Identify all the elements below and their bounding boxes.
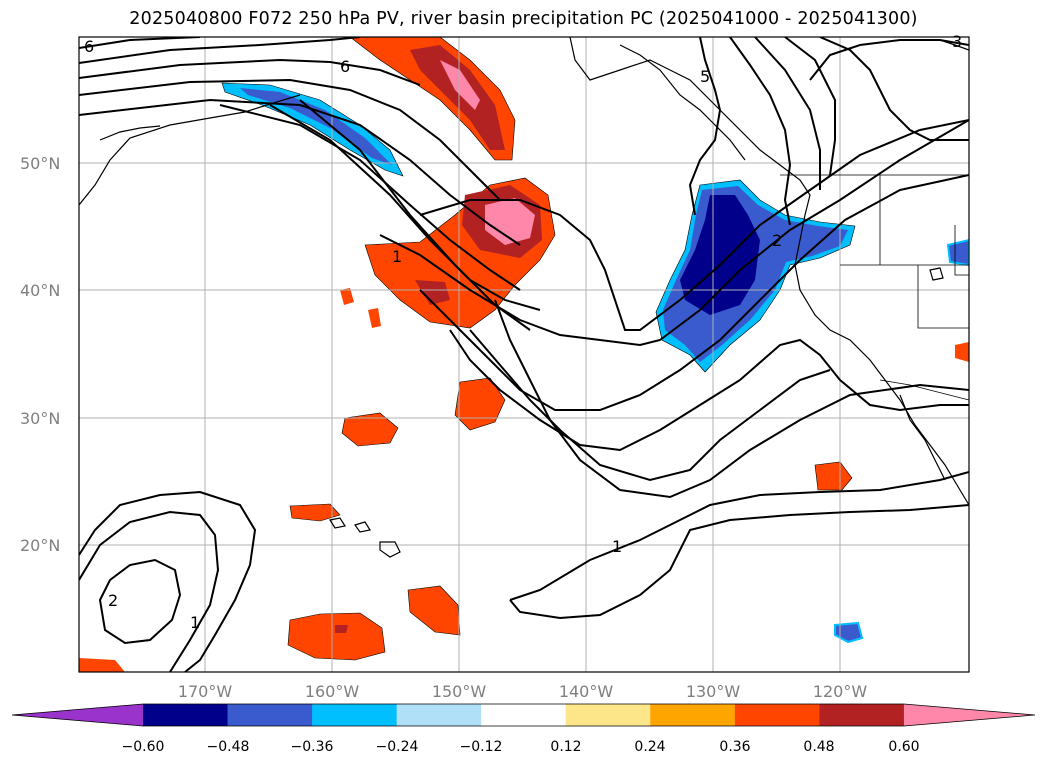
pv-contour-line bbox=[469, 329, 831, 482]
colorbar bbox=[11, 703, 1036, 727]
pv-contour-line bbox=[494, 299, 969, 499]
colorbar-tick-label: 0.12 bbox=[550, 739, 581, 755]
precip-positive-patch bbox=[289, 503, 341, 522]
coastlines bbox=[79, 37, 969, 558]
map-title: 2025040800 F072 250 hPa PV, river basin … bbox=[129, 9, 918, 29]
pv-contour-line bbox=[729, 37, 792, 226]
lon-label: 160°W bbox=[305, 682, 360, 701]
precip-positive-patch bbox=[440, 60, 480, 110]
colorbar-segment bbox=[650, 704, 736, 726]
contour-label: 2 bbox=[108, 591, 118, 610]
lat-label: 20°N bbox=[20, 536, 60, 555]
precip-positive-patch bbox=[79, 658, 125, 672]
colorbar-tick-label: −0.60 bbox=[122, 739, 165, 755]
colorbar-tick-label: −0.36 bbox=[291, 739, 334, 755]
plot-frame bbox=[78, 36, 970, 673]
colorbar-segment bbox=[312, 704, 398, 726]
pv-contour-line bbox=[509, 471, 969, 601]
pv-contour-line bbox=[688, 37, 722, 216]
pv-contour-line bbox=[509, 504, 969, 620]
pv-contour-line bbox=[449, 329, 969, 452]
lat-label: 30°N bbox=[20, 409, 60, 428]
pv-contour-line bbox=[269, 104, 541, 311]
pv-contour-line bbox=[754, 37, 821, 190]
pv-contour-line bbox=[419, 119, 969, 331]
precip-positive-patch bbox=[410, 45, 505, 150]
precip-negative-patch bbox=[834, 621, 864, 644]
lon-label: 120°W bbox=[813, 682, 868, 701]
pv-contour-line bbox=[809, 39, 969, 81]
precip-positive-patch bbox=[955, 342, 969, 362]
latitude-labels: 50°N 40°N 30°N 20°N bbox=[20, 154, 60, 555]
pv-contour-line bbox=[79, 510, 220, 672]
contour-label: 2 bbox=[772, 231, 782, 250]
pv-contour-line bbox=[79, 98, 521, 246]
pv-contour-line bbox=[79, 58, 421, 86]
precip-positive-patch bbox=[335, 625, 348, 633]
pv-contour-line bbox=[379, 119, 969, 347]
contour-labels: 6 6 1 2 1 2 1 3 5 bbox=[84, 32, 962, 632]
lat-label: 50°N bbox=[20, 154, 60, 173]
precip-positive-patch bbox=[415, 280, 450, 305]
precip-positive-patch bbox=[368, 308, 381, 328]
colorbar-outline bbox=[11, 703, 1036, 727]
lon-label: 140°W bbox=[559, 682, 614, 701]
precip-positive-patch bbox=[287, 612, 386, 661]
contour-label: 6 bbox=[340, 57, 350, 76]
precip-positive-patch bbox=[814, 461, 853, 491]
pv-contours bbox=[79, 37, 969, 672]
colorbar-segment bbox=[227, 704, 313, 726]
lon-label: 130°W bbox=[686, 682, 741, 701]
contour-label: 5 bbox=[700, 67, 710, 86]
colorbar-segment bbox=[565, 704, 651, 726]
colorbar-extend-min bbox=[12, 704, 143, 726]
pv-contour-line bbox=[79, 490, 257, 672]
colorbar-segment bbox=[396, 704, 482, 726]
colorbar-tick-label: −0.12 bbox=[460, 739, 503, 755]
colorbar-tick-label: 0.60 bbox=[888, 739, 919, 755]
lat-label: 40°N bbox=[20, 281, 60, 300]
precip-positive-patch bbox=[407, 585, 461, 636]
precip-negative-patch bbox=[946, 238, 969, 267]
precip-positive-patch bbox=[341, 412, 399, 447]
contour-label: 6 bbox=[84, 37, 94, 56]
lon-label: 150°W bbox=[432, 682, 487, 701]
pv-contour-line bbox=[219, 104, 521, 291]
precip-positive-patch bbox=[454, 377, 506, 431]
contour-label: 3 bbox=[952, 32, 962, 51]
colorbar-tick-label: −0.48 bbox=[207, 739, 250, 755]
pv-contour-line bbox=[79, 37, 201, 49]
pv-contour-line bbox=[98, 558, 182, 645]
pv-contour-line bbox=[79, 37, 361, 64]
contour-label: 1 bbox=[612, 537, 622, 556]
colorbar-extend-max bbox=[903, 704, 1035, 726]
colorbar-tick-label: 0.36 bbox=[719, 739, 750, 755]
precip-negative-patch bbox=[680, 195, 760, 315]
pv-contour-line bbox=[419, 174, 969, 411]
precip-positive-patch bbox=[340, 288, 354, 305]
colorbar-tick-label: −0.24 bbox=[376, 739, 419, 755]
colorbar-tick-label: 0.24 bbox=[634, 739, 665, 755]
contour-label: 1 bbox=[190, 613, 200, 632]
colorbar-segment bbox=[481, 704, 567, 726]
contour-label: 1 bbox=[392, 247, 402, 266]
pv-contour-line bbox=[79, 78, 501, 201]
precip-positive-patch bbox=[485, 198, 535, 245]
colorbar-segment bbox=[143, 704, 229, 726]
colorbar-segment bbox=[734, 704, 820, 726]
pv-contour-line bbox=[784, 37, 836, 176]
longitude-labels: 170°W 160°W 150°W 140°W 130°W 120°W bbox=[178, 682, 868, 701]
pv-contour-line bbox=[819, 37, 969, 141]
colorbar-tick-label: 0.48 bbox=[803, 739, 834, 755]
colorbar-segment bbox=[819, 704, 905, 726]
lon-label: 170°W bbox=[178, 682, 233, 701]
precip-positive-patch bbox=[349, 37, 516, 161]
colorbar-tick-labels: −0.60 −0.48 −0.36 −0.24 −0.12 0.12 0.24 … bbox=[122, 739, 920, 755]
precip-negative-patch bbox=[240, 88, 392, 165]
